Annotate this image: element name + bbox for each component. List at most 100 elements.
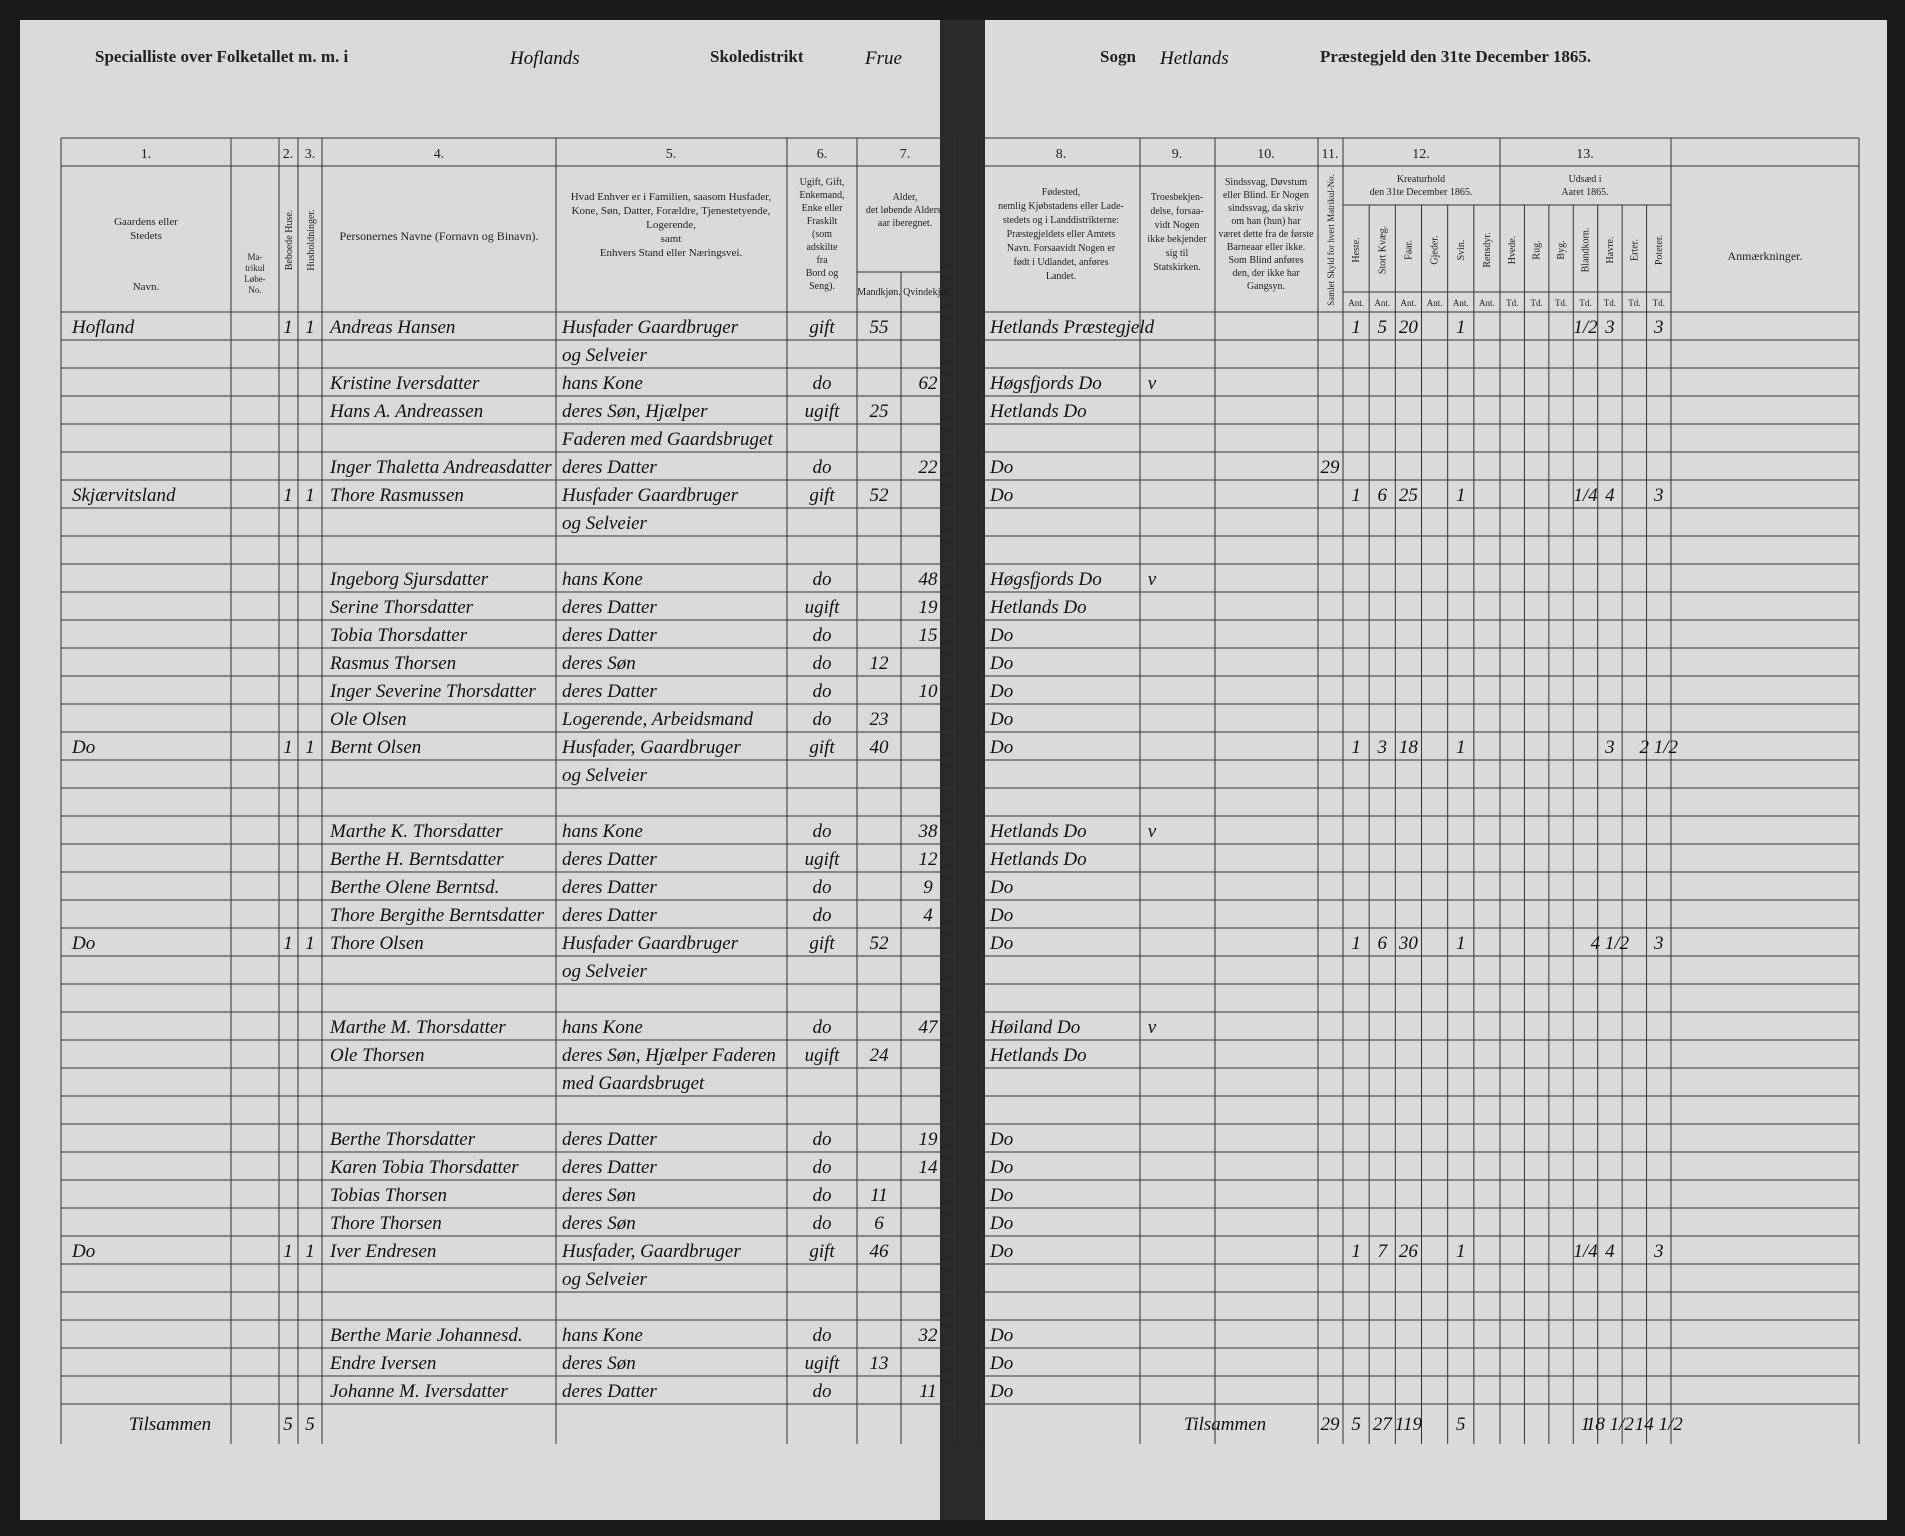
- cell-name: Thore Rasmussen: [330, 485, 464, 506]
- cell-position: deres Søn: [562, 1213, 636, 1234]
- cell-position: Logerende, Arbeidsmand: [561, 709, 754, 730]
- cell-female: 15: [919, 625, 938, 646]
- total-sheep: 119: [1395, 1414, 1423, 1435]
- column-header: Samlet Skyld for hvert Matrikul-No.: [1326, 174, 1336, 306]
- title-parish: Hetlands: [1159, 48, 1229, 69]
- column-header: Aaret 1865.: [1561, 187, 1608, 198]
- cell-status: gift: [809, 485, 835, 506]
- cell-sheep: 20: [1399, 317, 1419, 338]
- cell-birth: Høgsfjords Do: [989, 569, 1102, 590]
- cell-female: 47: [919, 1017, 940, 1038]
- cell-status: do: [813, 1185, 832, 1206]
- column-header: Stedets: [130, 230, 162, 242]
- cell-name: Johanne M. Iversdatter: [330, 1381, 508, 1402]
- cell-birth: Do: [989, 681, 1013, 702]
- cell-position: og Selveier: [562, 765, 648, 786]
- cell-birth: Do: [989, 1185, 1013, 1206]
- cell-male: 11: [870, 1185, 888, 1206]
- column-unit: Ant.: [1479, 298, 1495, 308]
- cell-birth: Do: [989, 1241, 1013, 1262]
- cell-birth: Do: [989, 737, 1013, 758]
- cell-female: 22: [919, 457, 939, 478]
- column-header: Navn.: [133, 281, 160, 293]
- column-unit: Ant.: [1348, 298, 1364, 308]
- column-header: Barneaar eller ikke.: [1227, 242, 1306, 253]
- cell-farm: Hofland: [71, 317, 135, 338]
- cell-name: Inger Thaletta Andreasdatter: [329, 457, 552, 478]
- cell-birth: Do: [989, 709, 1013, 730]
- column-unit: Td.: [1506, 298, 1518, 308]
- cell-male: 25: [870, 401, 889, 422]
- cell-position: hans Kone: [562, 1325, 643, 1346]
- cell-position: deres Datter: [562, 1381, 657, 1402]
- cell-position: hans Kone: [562, 821, 643, 842]
- cell-status: do: [813, 457, 832, 478]
- cell-position: Faderen med Gaardsbruget: [561, 429, 773, 450]
- cell-status: do: [813, 653, 832, 674]
- column-header: den 31te December 1865.: [1370, 187, 1473, 198]
- column-header: aar iberegnet.: [878, 218, 932, 229]
- column-header: adskilte: [806, 242, 838, 253]
- cell-horses: 1: [1351, 485, 1361, 506]
- cell-farm: Skjærvitsland: [72, 485, 176, 506]
- column-header: Byg.: [1556, 240, 1567, 259]
- cell-position: deres Datter: [562, 1157, 657, 1178]
- column-unit: Ant.: [1453, 298, 1469, 308]
- cell-birth: Do: [989, 1157, 1013, 1178]
- cell-position: Husfader, Gaardbruger: [561, 737, 741, 758]
- total-houses: 5: [283, 1414, 293, 1435]
- cell-name: Kristine Iversdatter: [329, 373, 480, 394]
- cell-sheep: 26: [1399, 1241, 1419, 1262]
- title-printed: Skoledistrikt: [710, 47, 804, 66]
- column-unit: Td.: [1555, 298, 1567, 308]
- cell-birth: Do: [989, 933, 1013, 954]
- column-unit: Td.: [1604, 298, 1616, 308]
- cell-houses: 1: [283, 485, 293, 506]
- cell-birth: Do: [989, 1325, 1013, 1346]
- cell-name: Marthe K. Thorsdatter: [329, 821, 503, 842]
- cell-name: Andreas Hansen: [328, 317, 455, 338]
- cell-horses: 1: [1351, 933, 1361, 954]
- cell-female: 19: [919, 1129, 939, 1150]
- cell-male: 13: [870, 1353, 889, 1374]
- cell-birth: Hetlands Do: [989, 1045, 1087, 1066]
- column-header: Løbe-: [244, 274, 266, 284]
- cell-name: Berthe Marie Johannesd.: [330, 1325, 523, 1346]
- column-unit: Td.: [1628, 298, 1640, 308]
- column-header: sindssvag, da skriv: [1228, 203, 1304, 214]
- cell-status: do: [813, 1129, 832, 1150]
- cell-position: deres Datter: [562, 457, 657, 478]
- column-number: 4.: [434, 147, 445, 162]
- cell-position: hans Kone: [562, 373, 643, 394]
- cell-name: Iver Endresen: [329, 1241, 436, 1262]
- cell-position: deres Datter: [562, 597, 657, 618]
- cell-cattle: 5: [1378, 317, 1388, 338]
- cell-status: ugift: [805, 401, 841, 422]
- total-pigs: 5: [1456, 1414, 1466, 1435]
- cell-position: Husfader Gaardbruger: [561, 317, 739, 338]
- total-oats: 18 1/2: [1586, 1414, 1635, 1435]
- cell-position: hans Kone: [562, 569, 643, 590]
- column-header: Alder,: [893, 192, 918, 203]
- cell-cattle: 3: [1377, 737, 1388, 758]
- cell-name: Thore Bergithe Berntsdatter: [330, 905, 545, 926]
- cell-mixed: 1/2: [1573, 317, 1598, 338]
- cell-name: Berthe Olene Berntsd.: [330, 877, 499, 898]
- cell-name: Berthe Thorsdatter: [330, 1129, 476, 1150]
- column-header: Husholdninger.: [306, 209, 317, 270]
- column-number: 1.: [141, 147, 152, 162]
- cell-sheep: 30: [1398, 933, 1419, 954]
- cell-mixed: 1/4: [1573, 485, 1598, 506]
- cell-male: 52: [870, 485, 890, 506]
- column-header: om han (hun) har: [1231, 216, 1301, 227]
- column-unit: Ant.: [1427, 298, 1443, 308]
- column-header: Bord og: [806, 268, 839, 279]
- cell-position: deres Søn, Hjælper Faderen: [562, 1045, 776, 1066]
- cell-pigs: 1: [1456, 485, 1466, 506]
- cell-cattle: 6: [1378, 485, 1388, 506]
- column-header: Personernes Navne (Fornavn og Binavn).: [340, 229, 539, 243]
- cell-position: deres Datter: [562, 877, 657, 898]
- cell-potatoes: 3: [1653, 933, 1664, 954]
- cell-name: Serine Thorsdatter: [330, 597, 474, 618]
- cell-households: 1: [305, 737, 315, 758]
